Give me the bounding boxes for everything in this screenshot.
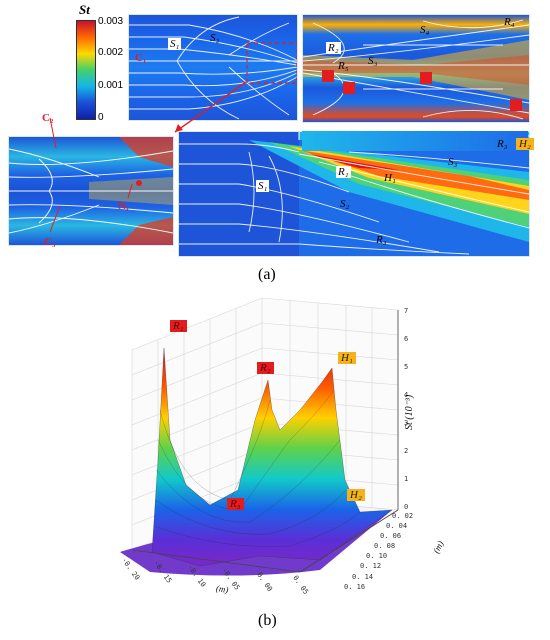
streamlines-top-right [303,19,529,120]
zoom-box [246,42,297,84]
label-s3-top: S₃ [368,55,378,67]
colorbar [76,20,96,120]
label-c2: C₂ [42,112,54,124]
surface-body [151,347,393,567]
z-tick-4: 4 [404,391,409,399]
label-r3-lower: R₃ [376,234,387,246]
caption-a: (a) [258,266,276,283]
z-tick-5: 5 [404,363,409,371]
label-s4-top: S₄ [420,24,430,36]
label-s2-top: S₂ [210,32,220,44]
flow-panel-top-right [302,14,530,123]
label-n1: N₁ [118,200,130,212]
label-s2-bottom: S₂ [340,198,350,210]
tag-peak-r2: R₂ [257,362,274,374]
y-tick-4: 0. 08 [374,542,396,550]
streamlines-zoom [9,137,173,245]
colorbar-tick-2: 0.002 [98,47,124,58]
marker-3 [420,72,432,84]
streamlines-top-left [129,16,297,120]
label-s1-bottom: S₁ [256,180,270,192]
z-tick-3: 3 [404,419,409,427]
zoom-inset-panel [8,136,174,246]
flow-panel-top-left [128,14,298,121]
marker-1 [322,70,334,82]
colorbar-tick-0: 0 [98,112,104,123]
axes [131,310,399,573]
label-s1-top: S₁ [168,38,182,50]
label-c3: C₃ [44,236,56,248]
z-tick-7: 7 [404,307,409,315]
z-tick-0: 0 [404,503,409,511]
label-c1: C₁ [135,52,147,64]
label-r5-top: R₅ [338,60,349,72]
colorbar-tick-max: 0.003 [98,16,124,27]
marker-4 [510,99,522,111]
label-r3-upper: R₃ [497,138,508,150]
y-tick-6: 0. 12 [360,562,382,570]
flow-panel-bottom-top-strip [302,131,528,151]
y-tick-3: 0. 06 [380,532,402,540]
connector-arrows [49,81,247,233]
z-tick-6: 6 [404,335,409,343]
z-tick-2: 2 [404,447,409,455]
z-axis-label: St (10⁻³) [404,394,415,430]
y-tick-1: 0. 02 [392,512,414,520]
label-r1: R₁ [336,166,351,178]
tag-h2: H₂ [347,489,365,501]
tag-peak-r1: R₁ [170,320,187,332]
y-tick-7: 0. 14 [352,573,374,581]
caption-b: (b) [258,612,277,629]
y-tick-5: 0. 10 [366,552,388,560]
colorbar-tick-1: 0.001 [98,80,124,91]
label-s3-bottom: S₃ [448,156,458,168]
label-h2-a: H₂ [516,138,534,150]
z-tick-1: 1 [404,475,409,483]
tag-peak-h1: H₁ [338,352,356,364]
label-h1-a: H₁ [384,172,396,184]
label-r2-top: R₂ [326,42,341,54]
surface-plot [120,297,399,576]
y-tick-2: 0. 04 [386,522,408,530]
x-axis-label: (m) [215,582,230,596]
colorbar-title: St [79,2,90,17]
marker-2 [343,82,355,94]
tag-valley-r3: R₃ [227,498,244,510]
y-tick-8: 0. 16 [344,583,366,591]
label-r4-top: R₄ [504,16,515,28]
